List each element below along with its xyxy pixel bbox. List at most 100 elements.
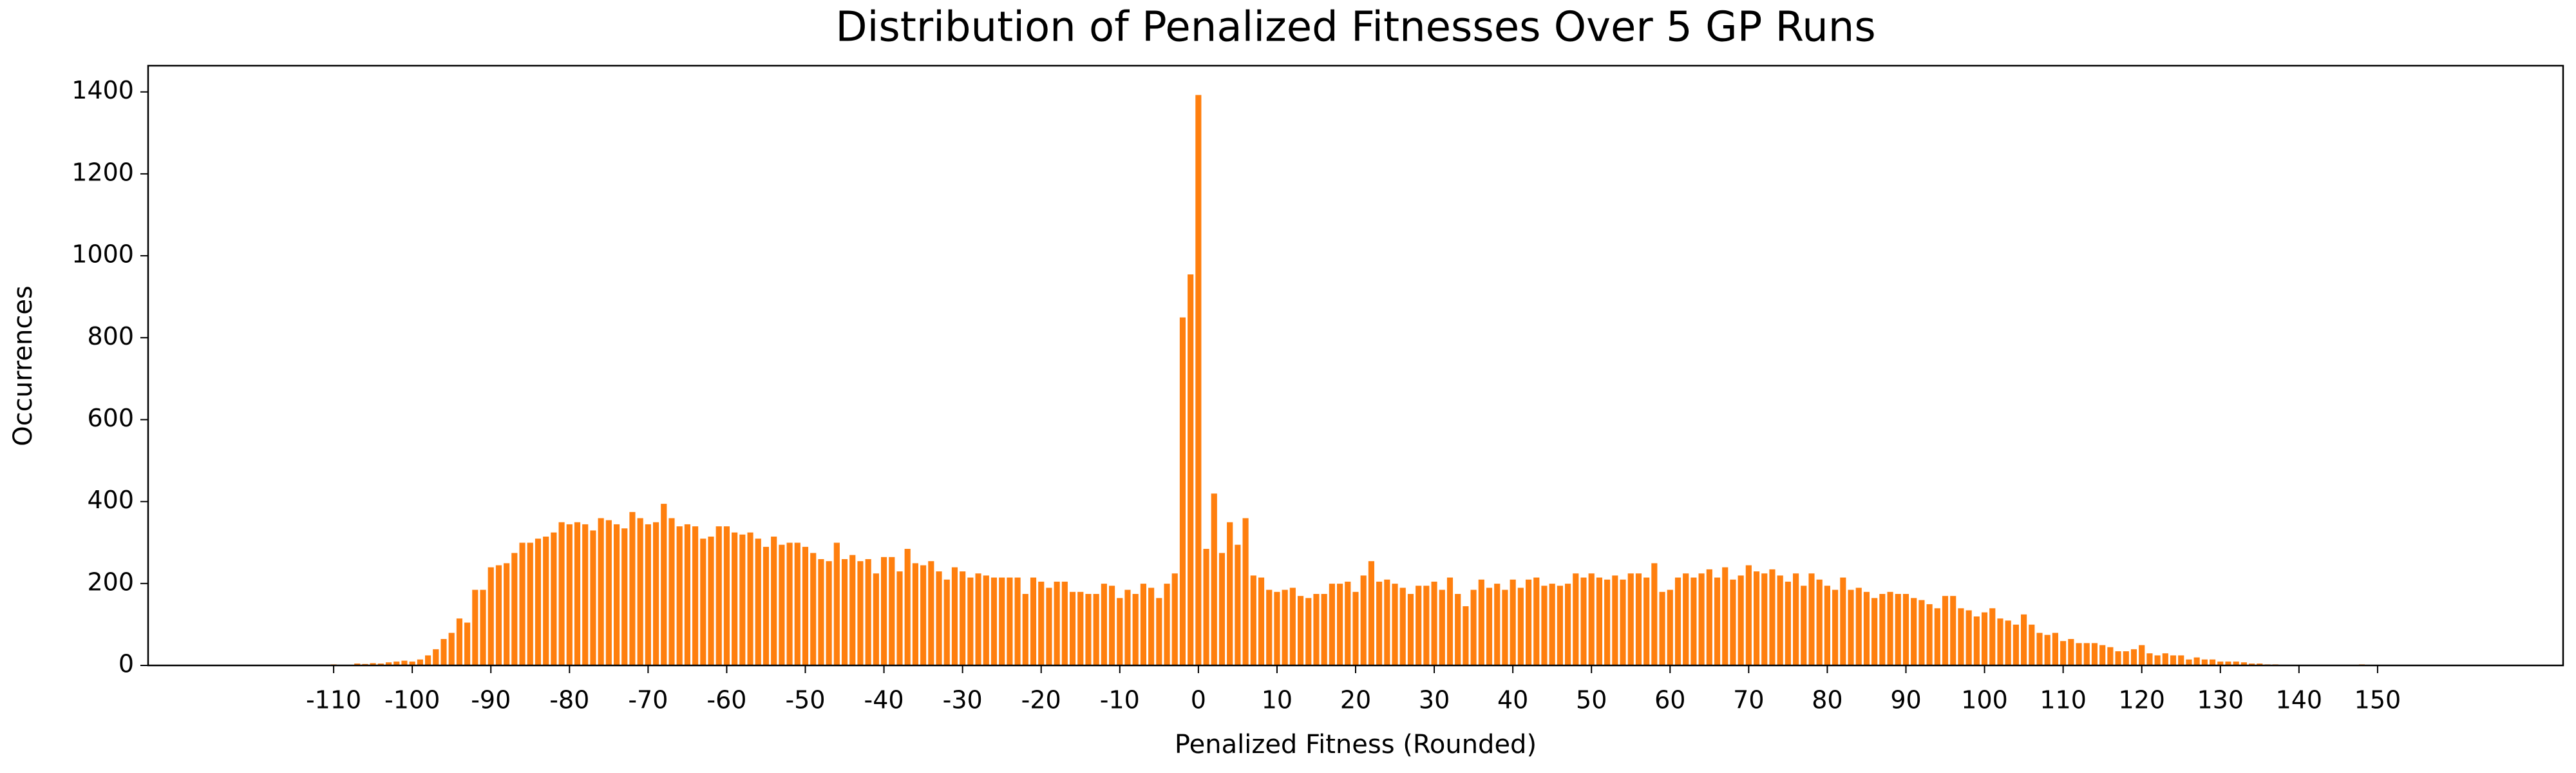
bar bbox=[1218, 552, 1226, 666]
bar bbox=[2209, 659, 2216, 666]
bar bbox=[2044, 635, 2051, 666]
bar bbox=[1415, 585, 1422, 666]
bar bbox=[1824, 585, 1831, 666]
bar bbox=[1037, 581, 1045, 666]
bar bbox=[920, 564, 927, 666]
bar bbox=[1289, 587, 1296, 666]
bar bbox=[511, 552, 518, 666]
bar bbox=[1462, 606, 1470, 666]
bar bbox=[1030, 577, 1037, 666]
bar bbox=[2052, 632, 2059, 666]
bar bbox=[1124, 589, 1132, 666]
bar bbox=[1910, 597, 1917, 666]
bar bbox=[1548, 583, 1556, 666]
bar bbox=[1226, 522, 1233, 666]
bar bbox=[896, 571, 904, 666]
bar bbox=[2170, 654, 2177, 666]
bar bbox=[715, 526, 723, 666]
bar bbox=[1092, 593, 1100, 666]
bar bbox=[786, 542, 793, 666]
bar bbox=[456, 618, 463, 666]
bar bbox=[770, 536, 777, 666]
bar bbox=[1942, 595, 1949, 666]
bar bbox=[1234, 544, 1242, 666]
bar bbox=[1745, 564, 1752, 666]
bar bbox=[1879, 593, 1886, 666]
x-tick-label: 50 bbox=[1576, 686, 1607, 714]
bar bbox=[1155, 597, 1163, 666]
bar bbox=[1832, 589, 1839, 666]
bar bbox=[2036, 632, 2043, 666]
x-tick-label: 70 bbox=[1733, 686, 1764, 714]
bar bbox=[1211, 493, 1218, 666]
bar bbox=[479, 589, 487, 666]
bar bbox=[2075, 642, 2083, 666]
x-tick-label: 40 bbox=[1497, 686, 1528, 714]
bar bbox=[582, 524, 589, 666]
bar bbox=[912, 562, 919, 666]
bar bbox=[1171, 573, 1179, 666]
bar bbox=[1572, 573, 1579, 666]
bar bbox=[1478, 579, 1485, 666]
bar bbox=[849, 554, 856, 666]
bar bbox=[1273, 591, 1281, 666]
bar bbox=[1053, 581, 1061, 666]
bar bbox=[2114, 651, 2122, 666]
bar bbox=[1847, 589, 1855, 666]
bar bbox=[1808, 573, 1815, 666]
bar bbox=[1360, 575, 1367, 666]
bar bbox=[707, 536, 715, 666]
bar bbox=[857, 560, 864, 666]
bar bbox=[558, 522, 565, 666]
bar bbox=[1957, 607, 1965, 666]
bar bbox=[1667, 589, 1674, 666]
y-tick-label: 600 bbox=[87, 404, 134, 432]
bar bbox=[574, 522, 581, 666]
bar bbox=[1187, 274, 1194, 666]
bar bbox=[471, 589, 478, 666]
bar bbox=[1399, 587, 1406, 666]
bar bbox=[1839, 577, 1847, 666]
bar bbox=[1996, 618, 2004, 666]
bar bbox=[1493, 583, 1501, 666]
bar bbox=[2107, 647, 2114, 666]
bar bbox=[998, 577, 1005, 666]
bar bbox=[1596, 577, 1603, 666]
x-tick-label: -80 bbox=[549, 686, 589, 714]
bar bbox=[1714, 577, 1721, 666]
bar bbox=[817, 558, 825, 666]
x-tick-label: 110 bbox=[2040, 686, 2087, 714]
bar bbox=[1202, 548, 1210, 666]
bar bbox=[1423, 585, 1430, 666]
bar bbox=[535, 538, 542, 666]
bar bbox=[1651, 562, 1658, 666]
bar bbox=[2177, 654, 2184, 666]
bar bbox=[613, 524, 620, 666]
bar bbox=[684, 524, 691, 666]
bar bbox=[495, 564, 502, 666]
bar bbox=[880, 557, 887, 666]
bar bbox=[825, 560, 833, 666]
bar bbox=[621, 528, 628, 666]
bar bbox=[440, 638, 448, 666]
bar bbox=[605, 519, 612, 666]
x-tick-label: 60 bbox=[1654, 686, 1685, 714]
bar bbox=[1383, 579, 1391, 666]
bar bbox=[1965, 609, 1973, 666]
bar bbox=[668, 517, 676, 666]
bar bbox=[1376, 581, 1383, 666]
bar bbox=[1800, 585, 1807, 666]
bar bbox=[1886, 591, 1894, 666]
x-tick-label: 140 bbox=[2276, 686, 2323, 714]
bar bbox=[1816, 579, 1823, 666]
bar bbox=[1344, 581, 1351, 666]
bar bbox=[983, 575, 990, 666]
bar bbox=[1297, 595, 1304, 666]
bar bbox=[527, 542, 534, 666]
bar bbox=[1407, 593, 1414, 666]
bar bbox=[424, 654, 431, 666]
x-tick-label: -110 bbox=[306, 686, 361, 714]
bar bbox=[810, 552, 817, 666]
bar bbox=[1643, 577, 1650, 666]
